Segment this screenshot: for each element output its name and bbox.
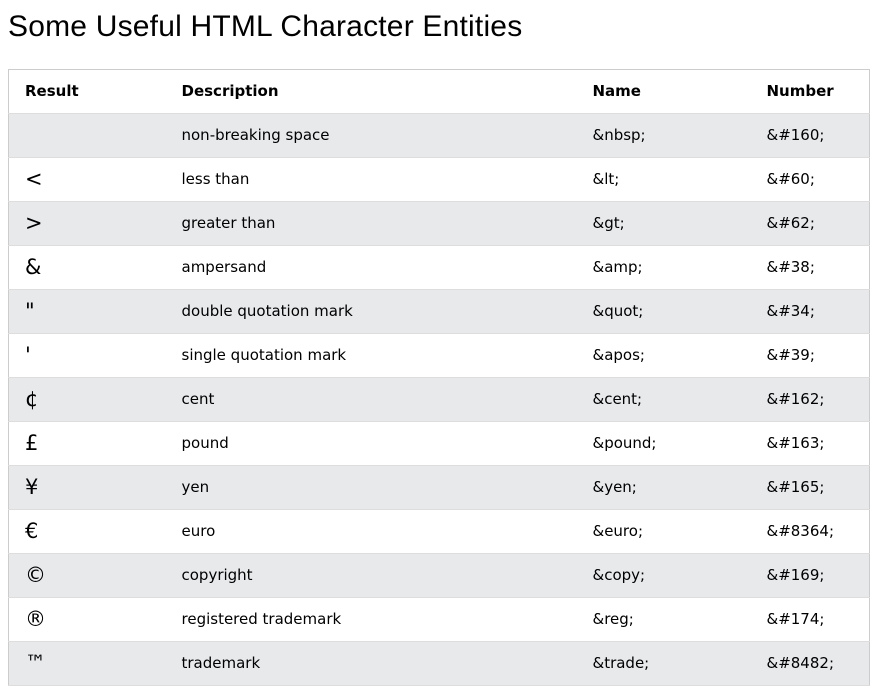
table-body: non-breaking space &nbsp; &#160; < less … xyxy=(8,113,870,686)
table-row: non-breaking space &nbsp; &#160; xyxy=(8,113,870,158)
number-cell: &#174; xyxy=(766,610,825,628)
table-row: ¥ yen &yen; &#165; xyxy=(8,465,870,510)
result-cell: ' xyxy=(25,343,31,367)
number-cell: &#62; xyxy=(766,214,815,232)
name-cell: &lt; xyxy=(592,170,620,188)
name-cell: &quot; xyxy=(592,302,644,320)
header-row: Result Description Name Number xyxy=(8,69,870,114)
number-cell: &#163; xyxy=(766,434,825,452)
table-row: ® registered trademark &reg; &#174; xyxy=(8,597,870,642)
number-cell: &#8482; xyxy=(766,654,835,672)
column-header-result: Result xyxy=(25,82,79,100)
result-cell: " xyxy=(25,299,35,323)
result-cell xyxy=(9,114,166,158)
description-cell: greater than xyxy=(181,214,276,232)
description-cell: trademark xyxy=(181,654,261,672)
number-cell: &#8364; xyxy=(766,522,835,540)
result-cell: ™ xyxy=(25,651,46,675)
description-cell: double quotation mark xyxy=(181,302,353,320)
name-cell: &amp; xyxy=(592,258,643,276)
table-row: " double quotation mark &quot; &#34; xyxy=(8,289,870,334)
table-row: > greater than &gt; &#62; xyxy=(8,201,870,246)
description-cell: pound xyxy=(181,434,229,452)
name-cell: &cent; xyxy=(592,390,643,408)
name-cell: &pound; xyxy=(592,434,657,452)
name-cell: &trade; xyxy=(592,654,650,672)
result-cell: > xyxy=(25,211,43,235)
number-cell: &#165; xyxy=(766,478,825,496)
result-cell: < xyxy=(25,167,43,191)
description-cell: registered trademark xyxy=(181,610,342,628)
description-cell: less than xyxy=(181,170,250,188)
result-cell: £ xyxy=(25,431,39,455)
name-cell: &gt; xyxy=(592,214,625,232)
description-cell: non-breaking space xyxy=(181,126,330,144)
entities-table: Result Description Name Number non-break… xyxy=(8,69,870,686)
table-row: ™ trademark &trade; &#8482; xyxy=(8,641,870,686)
description-cell: euro xyxy=(181,522,216,540)
column-header-description: Description xyxy=(181,82,279,100)
number-cell: &#160; xyxy=(766,126,825,144)
table-row: ' single quotation mark &apos; &#39; xyxy=(8,333,870,378)
table-row: & ampersand &amp; &#38; xyxy=(8,245,870,290)
result-cell: ¥ xyxy=(25,475,39,499)
name-cell: &apos; xyxy=(592,346,645,364)
number-cell: &#38; xyxy=(766,258,815,276)
number-cell: &#60; xyxy=(766,170,815,188)
table-header: Result Description Name Number xyxy=(8,69,870,114)
number-cell: &#34; xyxy=(766,302,815,320)
description-cell: ampersand xyxy=(181,258,267,276)
description-cell: single quotation mark xyxy=(181,346,347,364)
table-row: £ pound &pound; &#163; xyxy=(8,421,870,466)
name-cell: &nbsp; xyxy=(592,126,646,144)
number-cell: &#162; xyxy=(766,390,825,408)
column-header-number: Number xyxy=(766,82,834,100)
page-title: Some Useful HTML Character Entities xyxy=(8,10,523,43)
description-cell: copyright xyxy=(181,566,253,584)
name-cell: &yen; xyxy=(592,478,637,496)
table-row: € euro &euro; &#8364; xyxy=(8,509,870,554)
result-cell: ¢ xyxy=(25,387,39,411)
table-row: ¢ cent &cent; &#162; xyxy=(8,377,870,422)
table-row: © copyright &copy; &#169; xyxy=(8,553,870,598)
name-cell: &reg; xyxy=(592,610,634,628)
description-cell: yen xyxy=(181,478,210,496)
number-cell: &#39; xyxy=(766,346,815,364)
result-cell: € xyxy=(25,519,39,543)
table-row: < less than &lt; &#60; xyxy=(8,157,870,202)
name-cell: &copy; xyxy=(592,566,646,584)
result-cell: & xyxy=(25,255,42,279)
name-cell: &euro; xyxy=(592,522,644,540)
column-header-name: Name xyxy=(592,82,641,100)
description-cell: cent xyxy=(181,390,215,408)
result-cell: ® xyxy=(25,607,46,631)
number-cell: &#169; xyxy=(766,566,825,584)
result-cell: © xyxy=(25,563,46,587)
